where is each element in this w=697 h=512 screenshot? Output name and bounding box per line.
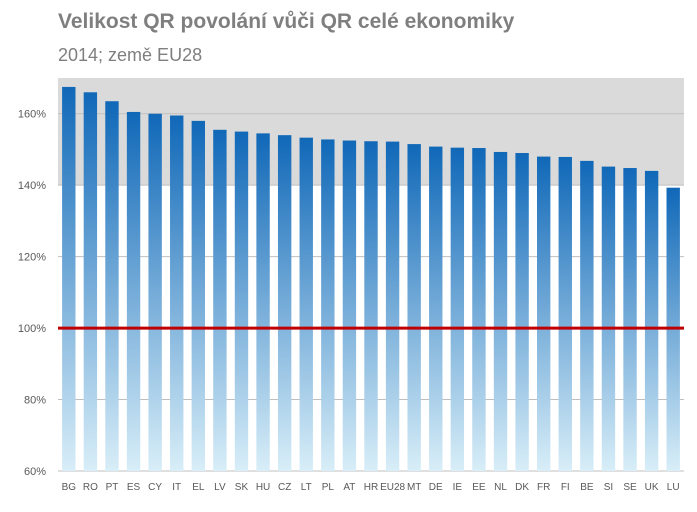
bar-cz [277, 135, 292, 471]
bar-es [126, 111, 141, 471]
bar-se [623, 168, 637, 472]
x-tick-label: BE [580, 482, 594, 493]
x-tick-label: EE [472, 482, 486, 493]
x-tick-label: CZ [278, 482, 291, 493]
bar-uk [644, 170, 659, 471]
x-tick-label: ES [127, 482, 141, 493]
bar-de [429, 146, 443, 471]
x-tick-label: BG [62, 482, 77, 493]
x-tick-label: PT [106, 482, 119, 493]
bar-ro [83, 92, 98, 472]
x-tick-label: MT [407, 482, 421, 493]
y-tick-label: 60% [24, 466, 46, 478]
bar-pl [321, 139, 335, 471]
x-tick-label: IE [453, 482, 463, 493]
x-tick-label: LV [214, 482, 226, 493]
bar-hr [364, 141, 378, 471]
x-tick-label: IT [172, 482, 181, 493]
bar-ie [450, 147, 465, 471]
x-tick-label: HU [256, 482, 270, 493]
bar-it [170, 115, 184, 471]
bar-hu [256, 133, 270, 472]
x-tick-label: HR [364, 482, 378, 493]
y-tick-label: 160% [18, 109, 46, 121]
x-tick-label: FR [537, 482, 550, 493]
bar-cy [148, 113, 162, 472]
x-tick-label: EL [192, 482, 205, 493]
y-tick-label: 140% [18, 180, 46, 192]
x-tick-label: SK [235, 482, 249, 493]
bar-fi [558, 156, 572, 471]
x-tick-label: UK [645, 482, 659, 493]
bar-ee [472, 148, 486, 471]
x-tick-label: FI [561, 482, 570, 493]
bar-pt [105, 101, 119, 472]
chart-title: Velikost QR povolání vůči QR celé ekonom… [58, 10, 515, 33]
x-tick-label: CY [148, 482, 162, 493]
x-tick-label: EU28 [380, 482, 405, 493]
x-tick-label: AT [343, 482, 355, 493]
bar-fr [536, 156, 551, 471]
x-tick-label: SI [604, 482, 613, 493]
bar-bg [62, 86, 76, 471]
bar-el [191, 120, 206, 471]
x-tick-label: DK [515, 482, 529, 493]
y-tick-label: 80% [24, 395, 46, 407]
bar-mt [407, 144, 421, 471]
bar-lv [213, 129, 227, 471]
bar-nl [493, 151, 508, 472]
x-tick-label: PL [322, 482, 335, 493]
bar-be [580, 160, 594, 471]
x-tick-label: RO [83, 482, 98, 493]
x-tick-label: LT [301, 482, 312, 493]
x-tick-label: SE [623, 482, 637, 493]
x-tick-label: DE [429, 482, 443, 493]
y-tick-label: 120% [18, 252, 46, 264]
bar-eu28 [385, 141, 400, 471]
bar-dk [515, 153, 529, 471]
x-tick-label: NL [494, 482, 507, 493]
bar-si [601, 166, 616, 471]
y-tick-label: 100% [18, 323, 46, 335]
bar-sk [234, 131, 249, 471]
x-tick-label: LU [667, 482, 680, 493]
bar-lt [299, 137, 313, 471]
chart-subtitle: 2014; země EU28 [58, 45, 203, 65]
bar-at [342, 140, 357, 472]
